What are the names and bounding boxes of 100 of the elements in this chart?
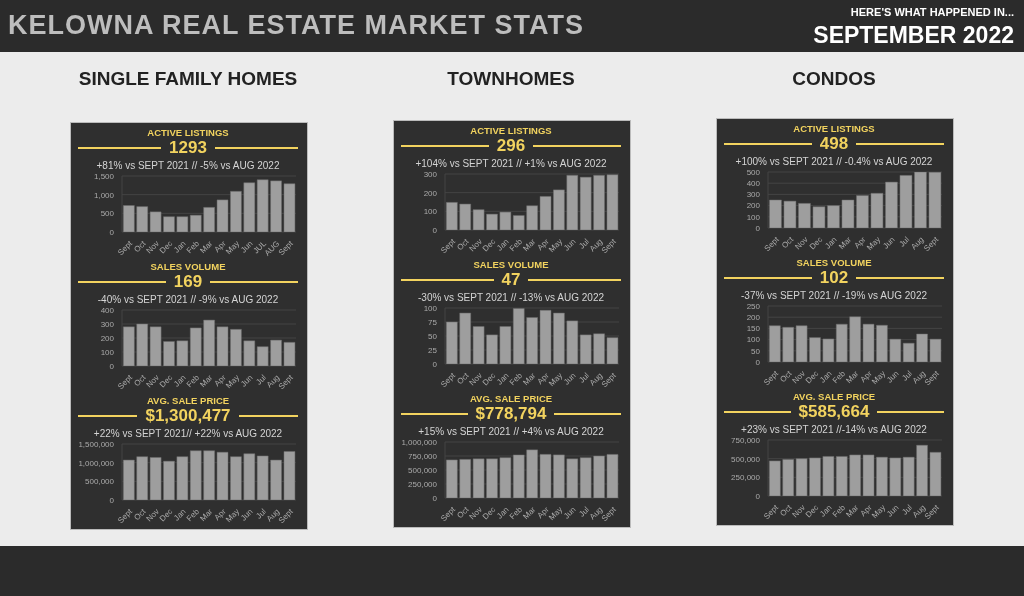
y-tick-label: 25: [428, 345, 438, 355]
y-tick-label: 250,000: [731, 473, 761, 483]
text: +104% vs SEPT 2021 // +1% vs AUG 2022: [414, 158, 608, 169]
x-tick-label: Jun: [562, 371, 578, 387]
y-tick-label: 200: [746, 313, 761, 323]
chart-subtitle: $1,300,477: [145, 406, 231, 426]
y-tick-label: 500: [746, 167, 761, 177]
x-tick-label: Dec: [803, 503, 821, 520]
x-tick-label: Jul: [900, 368, 915, 383]
y-tick-label: 100: [746, 212, 761, 222]
y-tick-label: 200: [100, 333, 115, 343]
x-tick-label: May: [224, 507, 242, 525]
y-tick-label: 1,500,000: [78, 439, 115, 449]
text: +100% vs SEPT 2021 // -0.4% vs AUG 2022: [734, 156, 934, 167]
x-tick-label: Jun: [562, 505, 578, 521]
text: +15% vs SEPT 2021 // +4% vs AUG 2022: [417, 426, 605, 437]
text: -30% vs SEPT 2021 // -13% vs AUG 2022: [417, 292, 605, 303]
y-tick-label: 300: [746, 190, 761, 200]
x-tick-label: Mar: [837, 234, 854, 252]
y-tick-label: 50: [751, 346, 761, 356]
text: CONDOS: [791, 68, 877, 90]
y-tick-label: 500: [100, 209, 115, 219]
x-tick-label: Dec: [807, 235, 825, 252]
y-tick-label: 0: [109, 227, 115, 237]
x-tick-label: Jul: [577, 504, 592, 519]
x-tick-label: Jul: [897, 234, 912, 249]
x-tick-label: Jul: [254, 372, 269, 387]
x-tick-label: Mar: [521, 370, 538, 388]
x-tick-label: Jun: [239, 239, 255, 255]
y-tick-label: 300: [100, 319, 115, 329]
y-tick-label: 100: [100, 347, 115, 357]
x-tick-label: Mar: [198, 372, 215, 390]
chart-title: ACTIVE LISTINGS: [792, 123, 876, 134]
y-tick-label: 400: [746, 179, 761, 189]
chart-title: AVG. SALE PRICE: [145, 395, 231, 406]
x-tick-label: Nov: [793, 235, 810, 252]
text: +22% vs SEPT 2021// +22% vs AUG 2022: [92, 428, 284, 439]
x-tick-label: Dec: [157, 507, 175, 524]
x-tick-label: Dec: [480, 371, 498, 388]
y-tick-label: 1,500: [93, 171, 115, 181]
chart-title: AVG. SALE PRICE: [468, 393, 554, 404]
x-tick-label: Mar: [844, 502, 861, 520]
chart-subtitle: $585,664: [798, 402, 870, 422]
text: KELOWNA REAL ESTATE MARKET STATS: [8, 10, 584, 41]
x-tick-label: Jun: [881, 235, 897, 251]
y-tick-label: 0: [755, 491, 761, 501]
x-tick-label: Jun: [239, 373, 255, 389]
y-tick-label: 400: [100, 305, 115, 315]
text: SINGLE FAMILY HOMES: [77, 68, 299, 90]
chart-subtitle: 296: [496, 136, 526, 156]
x-tick-label: Dec: [157, 239, 175, 256]
x-tick-label: Apr: [852, 234, 868, 251]
y-tick-label: 0: [755, 357, 761, 367]
y-tick-label: 100: [746, 335, 761, 345]
chart-title: ACTIVE LISTINGS: [146, 127, 230, 138]
text: TOWNHOMES: [446, 68, 576, 90]
chart-subtitle: 498: [819, 134, 849, 154]
chart-subtitle: 169: [173, 272, 203, 292]
x-tick-label: Dec: [157, 373, 175, 390]
y-tick-label: 250: [746, 301, 761, 311]
x-tick-label: Jul: [254, 506, 269, 521]
x-tick-label: Dec: [480, 505, 498, 522]
y-tick-label: 0: [432, 225, 438, 235]
y-tick-label: 150: [746, 324, 761, 334]
y-tick-label: 750,000: [408, 451, 438, 461]
x-tick-label: Jul: [577, 236, 592, 251]
x-tick-label: May: [547, 237, 565, 255]
y-tick-label: 0: [109, 361, 115, 371]
text: SEPTEMBER 2022: [813, 22, 1014, 49]
y-tick-label: 750,000: [731, 435, 761, 445]
x-tick-label: May: [547, 371, 565, 389]
x-tick-label: Mar: [521, 504, 538, 522]
x-tick-label: Mar: [198, 506, 215, 524]
x-tick-label: Mar: [521, 236, 538, 254]
x-tick-label: May: [865, 235, 883, 253]
x-tick-label: Mar: [844, 368, 861, 386]
y-tick-label: 200: [423, 188, 438, 198]
y-tick-label: 250,000: [408, 479, 438, 489]
y-tick-label: 0: [432, 493, 438, 503]
x-tick-label: May: [224, 239, 242, 257]
y-tick-label: 50: [428, 331, 438, 341]
text: +23% vs SEPT 2021 //-14% vs AUG 2022: [740, 424, 928, 435]
x-tick-label: Jan: [823, 235, 839, 251]
text: -40% vs SEPT 2021 // -9% vs AUG 2022: [96, 294, 280, 305]
x-tick-label: Jul: [577, 370, 592, 385]
chart-title: SALES VOLUME: [795, 257, 873, 268]
chart-title: AVG. SALE PRICE: [791, 391, 877, 402]
y-tick-label: 500,000: [408, 465, 438, 475]
y-tick-label: 0: [109, 495, 115, 505]
x-tick-label: Jun: [562, 237, 578, 253]
y-tick-label: 300: [423, 169, 438, 179]
chart-subtitle: 102: [819, 268, 849, 288]
text: -37% vs SEPT 2021 // -19% vs AUG 2022: [740, 290, 928, 301]
text: HERE'S WHAT HAPPENED IN...: [850, 6, 1014, 18]
x-tick-label: May: [870, 503, 888, 521]
y-tick-label: 75: [428, 317, 438, 327]
x-tick-label: Dec: [480, 237, 498, 254]
text: +81% vs SEPT 2021 // -5% vs AUG 2022: [95, 160, 281, 171]
y-tick-label: 1,000,000: [401, 437, 438, 447]
chart-title: ACTIVE LISTINGS: [469, 125, 553, 136]
